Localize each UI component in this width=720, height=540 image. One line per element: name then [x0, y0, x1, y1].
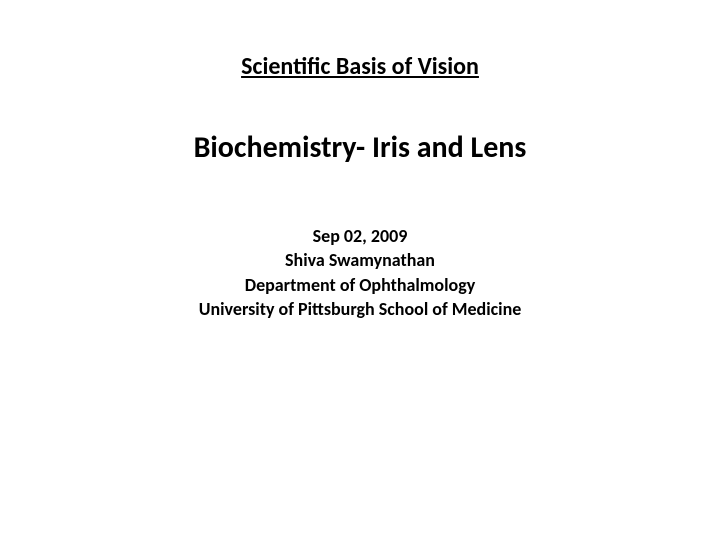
- department-line: Department of Ophthalmology: [0, 273, 720, 297]
- slide-container: Scientific Basis of Vision Biochemistry-…: [0, 0, 720, 321]
- course-title: Scientific Basis of Vision: [0, 52, 720, 81]
- slide-details: Sep 02, 2009 Shiva Swamynathan Departmen…: [0, 224, 720, 321]
- speaker-line: Shiva Swamynathan: [0, 248, 720, 272]
- institution-line: University of Pittsburgh School of Medic…: [0, 297, 720, 321]
- lecture-title: Biochemistry- Iris and Lens: [0, 129, 720, 166]
- date-line: Sep 02, 2009: [0, 224, 720, 248]
